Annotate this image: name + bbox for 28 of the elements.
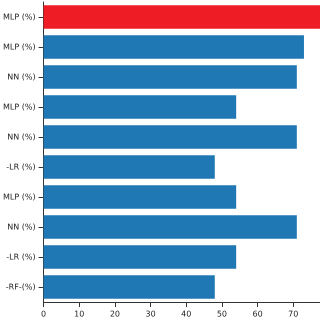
y-tick-label: -LR (%) bbox=[6, 252, 36, 262]
bar bbox=[44, 125, 297, 149]
x-tick-label: 0 bbox=[41, 310, 46, 318]
y-tick-label: MLP (%) bbox=[2, 192, 36, 202]
bar bbox=[44, 215, 297, 239]
bar bbox=[44, 185, 236, 209]
y-tick-label: -LR (%) bbox=[6, 162, 36, 172]
y-tick-label: MLP (%) bbox=[2, 12, 36, 22]
x-tick-label: 20 bbox=[110, 310, 120, 318]
x-tick-label: 60 bbox=[252, 310, 263, 318]
y-tick-label: NN (%) bbox=[7, 72, 36, 82]
x-tick-label: 40 bbox=[181, 310, 192, 318]
y-tick-label: MLP (%) bbox=[2, 102, 36, 112]
x-tick-label: 10 bbox=[74, 310, 84, 318]
bar bbox=[44, 245, 236, 269]
bar bbox=[44, 35, 304, 59]
x-tick-label: 50 bbox=[216, 310, 228, 318]
bar bbox=[44, 95, 236, 119]
x-tick-label: 30 bbox=[145, 310, 156, 318]
y-tick-label: -RF-(%) bbox=[6, 282, 36, 292]
bar bbox=[44, 155, 215, 179]
x-tick-label: 70 bbox=[288, 310, 298, 318]
bar bbox=[44, 65, 297, 89]
y-tick-label: NN (%) bbox=[7, 222, 36, 232]
y-tick-label: MLP (%) bbox=[2, 42, 36, 52]
y-tick-label: NN (%) bbox=[7, 132, 36, 142]
bar bbox=[44, 5, 320, 29]
bar bbox=[44, 275, 215, 299]
